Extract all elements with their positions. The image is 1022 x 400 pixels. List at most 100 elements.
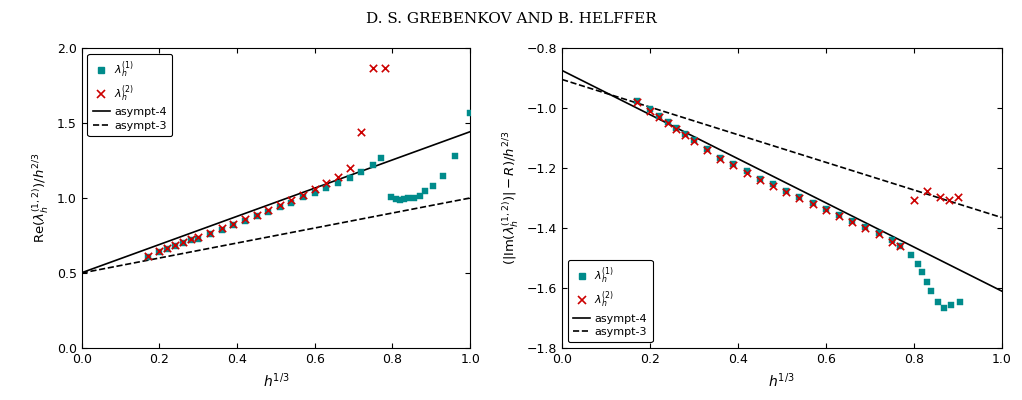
Point: [659, 120, 676, 126]
Point: [462, 109, 478, 116]
Point: [190, 235, 206, 242]
Point: [804, 201, 821, 207]
Point: [712, 156, 729, 162]
Point: [140, 252, 156, 259]
X-axis label: $h^{1/3}$: $h^{1/3}$: [769, 372, 795, 390]
Point: [260, 207, 276, 213]
Point: [417, 187, 433, 194]
Point: [365, 64, 381, 71]
Point: [167, 243, 183, 249]
Point: [354, 168, 370, 175]
Point: [764, 183, 781, 189]
Point: [447, 153, 463, 159]
Point: [936, 304, 953, 311]
Point: [791, 193, 807, 200]
Point: [857, 223, 874, 230]
Point: [295, 192, 312, 198]
Point: [283, 196, 299, 203]
Point: [406, 195, 422, 201]
X-axis label: $h^{1/3}$: $h^{1/3}$: [263, 372, 289, 390]
Point: [668, 124, 685, 131]
Point: [659, 118, 676, 125]
Point: [159, 245, 176, 252]
Text: D. S. GREBENKOV AND B. HELFFER: D. S. GREBENKOV AND B. HELFFER: [366, 12, 656, 26]
Point: [330, 180, 346, 186]
Point: [182, 237, 198, 243]
Point: [903, 252, 920, 258]
Point: [642, 108, 658, 114]
Point: [373, 154, 389, 161]
Point: [272, 204, 288, 210]
Point: [201, 231, 218, 237]
Point: [425, 183, 442, 189]
Point: [844, 217, 861, 224]
Point: [883, 237, 900, 243]
Point: [272, 202, 288, 208]
Point: [883, 238, 900, 245]
Point: [791, 195, 807, 201]
Point: [307, 190, 323, 196]
Point: [677, 130, 693, 137]
Point: [330, 174, 346, 180]
Point: [915, 268, 931, 275]
Point: [629, 99, 645, 105]
Point: [752, 175, 769, 182]
Legend: $\lambda_h^{(1)}$, $\lambda_h^{(2)}$, asympt-4, asympt-3: $\lambda_h^{(1)}$, $\lambda_h^{(2)}$, as…: [567, 260, 652, 342]
Point: [167, 242, 183, 248]
Point: [151, 248, 168, 254]
Point: [214, 225, 230, 231]
Point: [699, 145, 715, 152]
Point: [818, 207, 834, 213]
Point: [237, 217, 253, 224]
Point: [307, 186, 323, 192]
Point: [818, 205, 834, 212]
Point: [892, 243, 909, 249]
Point: [686, 138, 702, 144]
Point: [248, 211, 265, 218]
Point: [778, 187, 794, 194]
Legend: $\lambda_h^{(1)}$, $\lambda_h^{(2)}$, asympt-4, asympt-3: $\lambda_h^{(1)}$, $\lambda_h^{(2)}$, as…: [87, 54, 172, 136]
Point: [949, 193, 966, 200]
Point: [396, 196, 412, 202]
Point: [930, 298, 946, 305]
Point: [943, 301, 960, 308]
Point: [651, 112, 667, 119]
Point: [382, 193, 399, 200]
Point: [831, 213, 847, 219]
Point: [668, 126, 685, 132]
Point: [642, 106, 658, 113]
Point: [844, 219, 861, 225]
Point: [871, 229, 887, 236]
Point: [726, 162, 742, 168]
Point: [739, 168, 755, 174]
Point: [686, 136, 702, 143]
Point: [434, 172, 451, 179]
Point: [225, 220, 241, 227]
Point: [831, 211, 847, 218]
Point: [388, 196, 405, 202]
Point: [214, 226, 230, 233]
Y-axis label: $\mathrm{Re}(\lambda_h^{(1,2)})/h^{2/3}$: $\mathrm{Re}(\lambda_h^{(1,2)})/h^{2/3}$: [31, 153, 51, 243]
Point: [295, 194, 312, 200]
Y-axis label: $(|\mathrm{Im}(\lambda_h^{(1,2)})|-R)/h^{2/3}$: $(|\mathrm{Im}(\lambda_h^{(1,2)})|-R)/h^…: [501, 131, 521, 265]
Point: [910, 261, 926, 267]
Point: [283, 199, 299, 206]
Point: [905, 196, 922, 203]
Point: [919, 279, 935, 285]
Point: [726, 160, 742, 167]
Point: [778, 189, 794, 195]
Point: [318, 184, 334, 191]
Point: [923, 288, 939, 294]
Point: [764, 181, 781, 188]
Point: [857, 225, 874, 231]
Point: [365, 162, 381, 168]
Point: [712, 154, 729, 161]
Point: [739, 169, 755, 176]
Point: [651, 114, 667, 120]
Point: [392, 196, 409, 203]
Point: [677, 132, 693, 138]
Point: [318, 180, 334, 186]
Point: [940, 196, 957, 203]
Point: [376, 64, 392, 71]
Point: [400, 195, 416, 201]
